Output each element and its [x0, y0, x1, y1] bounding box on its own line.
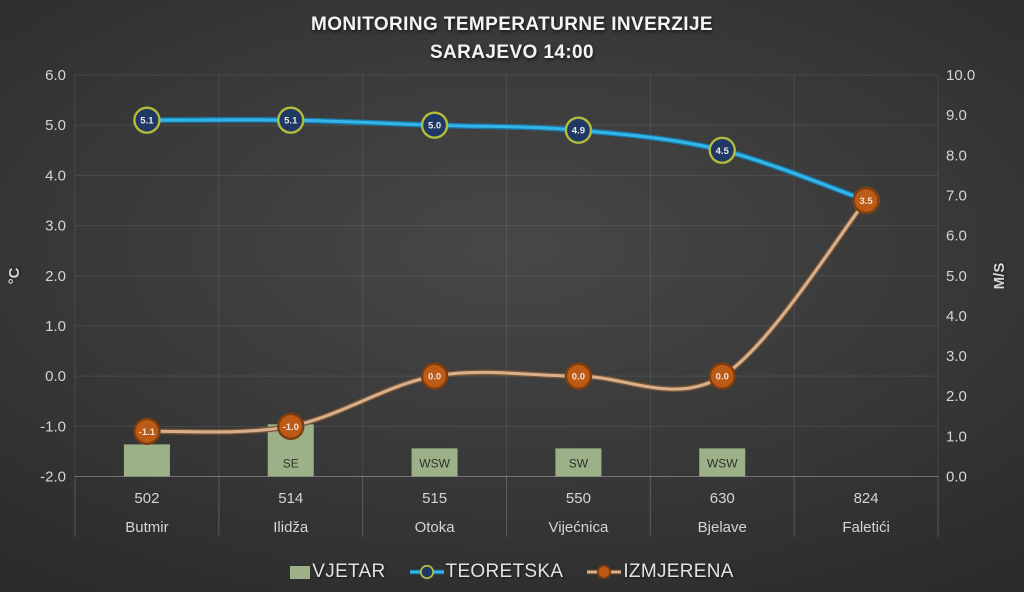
- x-axis-elevation-label: 514: [278, 490, 303, 507]
- vjetar-bar: [555, 448, 602, 477]
- legend-item-vjetar: VJETAR: [290, 561, 385, 583]
- wind-direction-label: WSW: [419, 457, 450, 471]
- teoretska-data-label: 5.1: [284, 116, 298, 127]
- izmjerena-marker: [708, 362, 736, 390]
- legend-label: TEORETSKA: [445, 561, 564, 582]
- teoretska-marker: [420, 111, 449, 139]
- chart-legend: VJETAR TEORETSKA IZMJERENA: [0, 557, 1024, 587]
- x-axis-station-label: Faletići: [842, 519, 890, 536]
- wind-direction-label: SW: [569, 457, 589, 471]
- right-axis-tick-label: 4.0: [946, 308, 967, 325]
- chart-title-line2: SARAJEVO 14:00: [429, 42, 594, 63]
- vjetar-bar: [123, 444, 170, 477]
- right-axis-tick-label: 5.0: [946, 268, 967, 285]
- izmjerena-data-label: 0.0: [572, 372, 585, 383]
- x-axis-station-label: Butmir: [125, 519, 168, 536]
- x-axis-elevation-label: 630: [710, 490, 735, 507]
- x-axis-station-label: Ilidža: [273, 519, 309, 536]
- legend-bar-swatch: [290, 565, 311, 579]
- izmjerena-marker: [420, 362, 449, 390]
- right-axis-tick-label: 2.0: [946, 388, 967, 405]
- teoretska-data-label: 5.0: [428, 121, 441, 132]
- left-axis-tick-label: -1.0: [40, 418, 66, 435]
- wind-direction-label: SE: [283, 457, 299, 471]
- teoretska-data-label: 5.1: [140, 116, 154, 127]
- left-axis-tick-label: 4.0: [45, 167, 66, 184]
- teoretska-marker: [133, 106, 161, 134]
- right-axis-unit-label: M/S: [991, 262, 1008, 290]
- izmjerena-data-label: 0.0: [428, 372, 441, 383]
- left-axis-tick-label: 0.0: [45, 368, 66, 385]
- left-axis-tick-label: 6.0: [45, 67, 66, 84]
- legend-label: VJETAR: [312, 561, 386, 582]
- teoretska-marker: [708, 136, 736, 164]
- izmjerena-marker: [133, 417, 161, 446]
- x-axis-station-label: Otoka: [415, 519, 456, 536]
- x-axis-elevation-label: 824: [854, 490, 879, 507]
- izmjerena-marker: [564, 362, 593, 390]
- right-axis-tick-label: 3.0: [946, 348, 967, 365]
- right-axis-tick-label: 10.0: [946, 67, 975, 84]
- chart-title: MONITORING TEMPERATURNE INVERZIJE SARAJE…: [0, 11, 1024, 67]
- right-axis-tick-label: 8.0: [946, 147, 967, 164]
- izmjerena-marker: [852, 186, 880, 215]
- teoretska-marker: [277, 106, 305, 134]
- right-axis-tick-label: 6.0: [946, 228, 967, 245]
- x-axis-elevation-label: 550: [566, 490, 591, 507]
- izmjerena-data-label: -1.1: [139, 427, 156, 438]
- right-axis-tick-label: 9.0: [946, 107, 967, 124]
- izmjerena-marker: [277, 412, 305, 441]
- right-axis-tick-label: 7.0: [946, 187, 967, 204]
- izmjerena-data-label: 3.5: [859, 196, 873, 207]
- vjetar-bar: [411, 448, 458, 477]
- chart-title-line1: MONITORING TEMPERATURNE INVERZIJE: [310, 14, 714, 35]
- x-axis-station-label: Vijećnica: [549, 519, 609, 536]
- left-axis-tick-label: 2.0: [45, 268, 66, 285]
- left-axis-tick-label: 3.0: [45, 218, 66, 235]
- legend-item-izmjerena: IZMJERENA: [587, 561, 733, 583]
- vjetar-bar: [699, 448, 746, 477]
- right-axis-tick-label: 1.0: [946, 428, 967, 445]
- legend-line-marker-icon: [409, 564, 444, 580]
- left-axis-tick-label: 1.0: [45, 318, 66, 335]
- left-axis-tick-label: -2.0: [40, 469, 66, 486]
- left-axis-tick-label: 5.0: [45, 117, 66, 134]
- legend-item-teoretska: TEORETSKA: [409, 561, 564, 583]
- legend-line-marker-icon: [587, 564, 622, 580]
- izmjerena-data-label: -1.0: [283, 422, 299, 433]
- izmjerena-data-label: 0.0: [716, 372, 729, 383]
- left-axis-unit-label: °C: [6, 267, 23, 285]
- x-axis-elevation-label: 502: [134, 490, 159, 507]
- teoretska-data-label: 4.9: [572, 126, 585, 137]
- legend-label: IZMJERENA: [623, 561, 734, 582]
- x-axis-station-label: Bjelave: [698, 519, 747, 536]
- right-axis-tick-label: 0.0: [946, 469, 967, 486]
- teoretska-marker: [564, 116, 593, 144]
- x-axis-elevation-label: 515: [422, 490, 447, 507]
- wind-direction-label: WSW: [707, 457, 738, 471]
- teoretska-data-label: 4.5: [716, 146, 730, 157]
